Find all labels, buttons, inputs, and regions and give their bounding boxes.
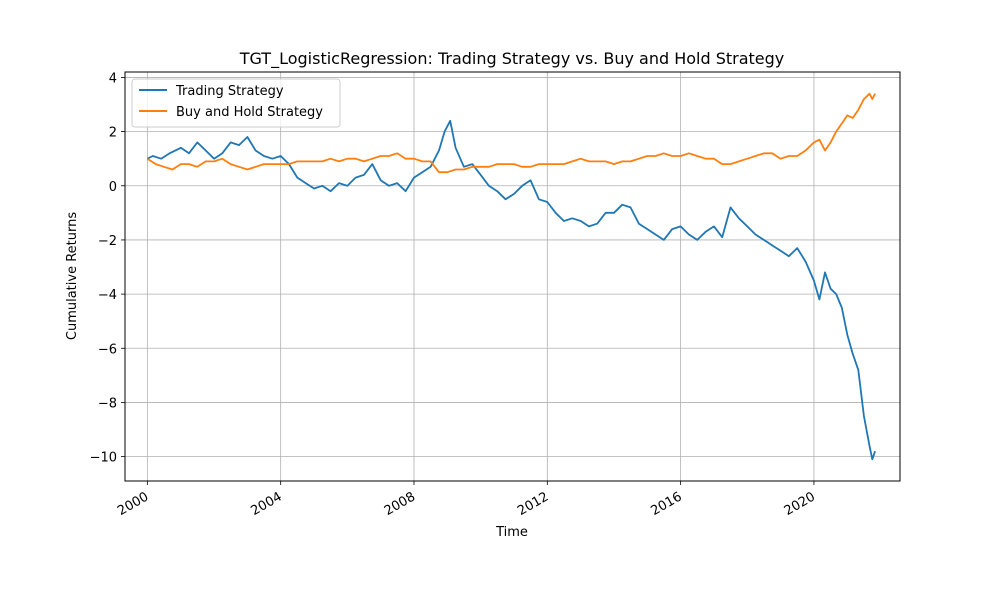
- legend-label-trading-strategy: Trading Strategy: [175, 84, 284, 99]
- series-line-trading-strategy: [146, 119, 876, 461]
- y-tick-label: −6: [98, 342, 117, 357]
- grid: [125, 72, 900, 481]
- legend-label-buy-and-hold-strategy: Buy and Hold Strategy: [176, 105, 323, 120]
- y-tick-label: 4: [109, 71, 117, 86]
- x-axis-label: Time: [495, 525, 528, 540]
- y-tick-label: −4: [98, 288, 117, 303]
- legend-box: [131, 78, 341, 128]
- y-axis-label: Cumulative Returns: [65, 212, 80, 340]
- y-tick-label: 2: [109, 126, 117, 141]
- chart-title: TGT_LogisticRegression: Trading Strategy…: [239, 49, 785, 69]
- y-tick-label: −8: [98, 396, 117, 411]
- y-tick-label: −2: [98, 234, 117, 249]
- y-tick-label: 0: [109, 180, 117, 195]
- y-tick-label: −10: [90, 451, 117, 466]
- series-line-buy-and-hold-strategy: [146, 92, 876, 174]
- legend: Trading Strategy Buy and Hold Strategy: [131, 78, 341, 128]
- plot-frame: [124, 71, 901, 482]
- plot-lines: [146, 92, 876, 461]
